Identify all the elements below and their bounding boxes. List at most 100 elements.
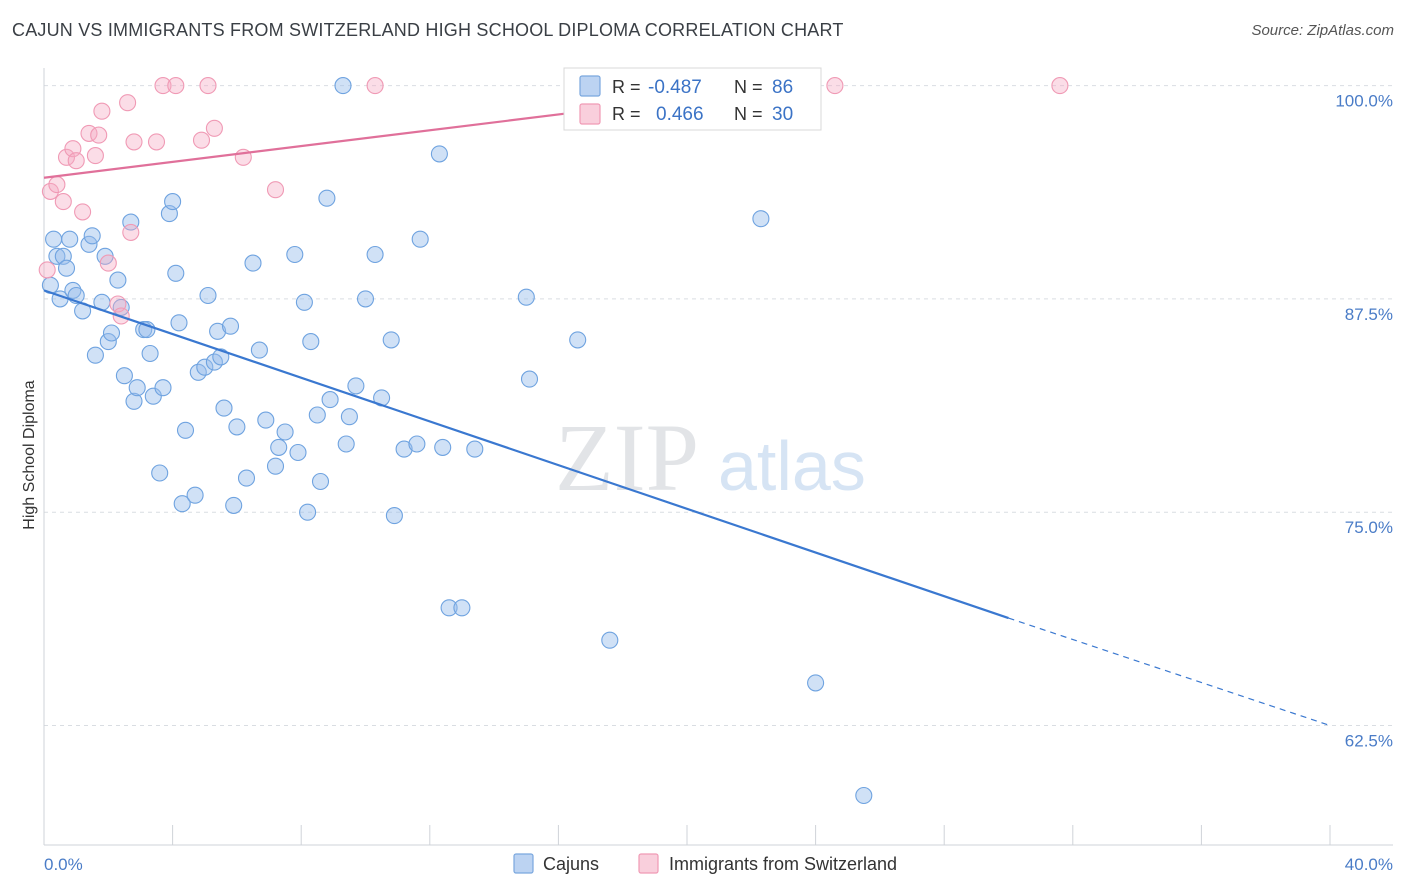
y-axis-label: High School Diploma: [21, 380, 38, 530]
watermark: ZIP atlas: [555, 404, 866, 511]
cajun-point: [48, 247, 66, 265]
cajun-point: [807, 674, 825, 692]
cajun-point: [382, 331, 400, 349]
switzerland-point: [192, 131, 211, 149]
gridlines: [44, 85, 1393, 727]
y-tick-label: 100.0%: [1335, 92, 1393, 111]
switzerland-point: [93, 102, 111, 120]
cajun-point: [286, 245, 304, 264]
switzerland-point: [67, 152, 85, 170]
cajun-point: [302, 333, 320, 351]
cajun-point: [128, 379, 146, 397]
cajun-point: [237, 469, 256, 487]
cajun-point: [295, 293, 313, 311]
cajun-point: [569, 331, 587, 349]
cajun-point: [289, 443, 307, 462]
cajun-point: [122, 213, 140, 231]
cajun-point: [299, 503, 317, 521]
cajun-point: [215, 399, 233, 417]
switzerland-point: [74, 203, 92, 221]
cajun-point: [855, 786, 873, 805]
cajun-point: [408, 435, 426, 453]
legend-label-switzerland: Immigrants from Switzerland: [669, 854, 897, 874]
legend-n-value-2: 30: [772, 104, 793, 125]
legend-n-value-1: 86: [772, 77, 793, 98]
cajun-point: [112, 298, 130, 316]
cajun-point: [356, 290, 375, 308]
switzerland-point: [167, 77, 185, 95]
cajun-point: [411, 230, 429, 248]
cajun-point: [164, 193, 182, 211]
cajun-point: [453, 599, 471, 617]
cajun-point: [141, 344, 159, 363]
cajun-trend-line: [43, 289, 1009, 620]
switzerland-point: [38, 261, 56, 279]
cajun-point: [601, 631, 619, 649]
switzerland-point: [154, 77, 172, 95]
cajun-point: [440, 599, 458, 617]
cajun-point: [337, 435, 355, 453]
switzerland-point: [366, 77, 384, 95]
legend-stats: R = -0.487 N = 86 R = 0.466 N = 30: [563, 67, 822, 131]
cajun-point: [257, 411, 275, 429]
cajun-point: [176, 421, 195, 439]
cajun-point: [221, 317, 240, 335]
cajun-point: [45, 230, 63, 248]
switzerland-point: [1051, 77, 1069, 95]
cajun-point: [347, 377, 365, 395]
cajun-point: [270, 438, 288, 456]
cajun-point: [199, 286, 217, 305]
switzerland-point: [99, 254, 117, 272]
chart-title: CAJUN VS IMMIGRANTS FROM SWITZERLAND HIG…: [12, 20, 844, 40]
cajun-point: [102, 324, 121, 342]
switzerland-point: [205, 119, 223, 137]
switzerland-point: [57, 148, 76, 166]
cajun-point: [266, 457, 285, 475]
legend-r-label-1: R =: [612, 77, 641, 97]
cajun-point: [83, 227, 101, 245]
cajun-point: [340, 408, 358, 426]
x-tick-label-max: 40.0%: [1345, 855, 1393, 874]
cajun-point: [196, 358, 214, 376]
cajun-point: [311, 472, 330, 491]
cajun-point: [64, 281, 82, 299]
series-cajuns: [41, 77, 873, 805]
y-tick-label: 87.5%: [1345, 305, 1393, 324]
cajun-trend-extension: [1008, 617, 1331, 727]
legend-n-label-1: N =: [734, 77, 763, 97]
cajun-point: [144, 387, 162, 405]
cajun-point: [520, 370, 539, 388]
cajun-point: [209, 322, 227, 340]
cajun-point: [228, 418, 246, 436]
legend-swatch-pink: [579, 103, 601, 125]
cajun-point: [318, 189, 336, 207]
legend-r-label-2: R =: [612, 104, 641, 124]
cajun-point: [466, 440, 484, 458]
switzerland-point: [266, 181, 285, 199]
legend-swatch-switzerland: [638, 853, 659, 874]
switzerland-point: [199, 77, 217, 95]
cajun-point: [434, 438, 452, 456]
switzerland-point: [125, 133, 143, 151]
legend-swatch-blue: [579, 75, 601, 97]
cajun-point: [430, 145, 448, 163]
cajun-point: [250, 341, 268, 359]
y-tick-label: 62.5%: [1345, 732, 1393, 751]
legend-label-cajuns: Cajuns: [543, 854, 599, 874]
cajun-point: [385, 507, 403, 525]
cajun-point: [334, 77, 352, 95]
cajun-point: [57, 259, 76, 277]
cajun-point: [125, 392, 143, 410]
legend-n-label-2: N =: [734, 104, 763, 124]
switzerland-point: [122, 223, 140, 241]
cajun-point: [115, 367, 133, 385]
cajun-point: [244, 254, 262, 272]
switzerland-point: [119, 94, 137, 112]
cajun-point: [154, 379, 172, 397]
cajun-point: [276, 423, 294, 441]
cajun-point: [109, 271, 127, 289]
switzerland-point: [48, 176, 66, 194]
switzerland-point: [41, 182, 59, 200]
cajun-point: [61, 230, 79, 248]
